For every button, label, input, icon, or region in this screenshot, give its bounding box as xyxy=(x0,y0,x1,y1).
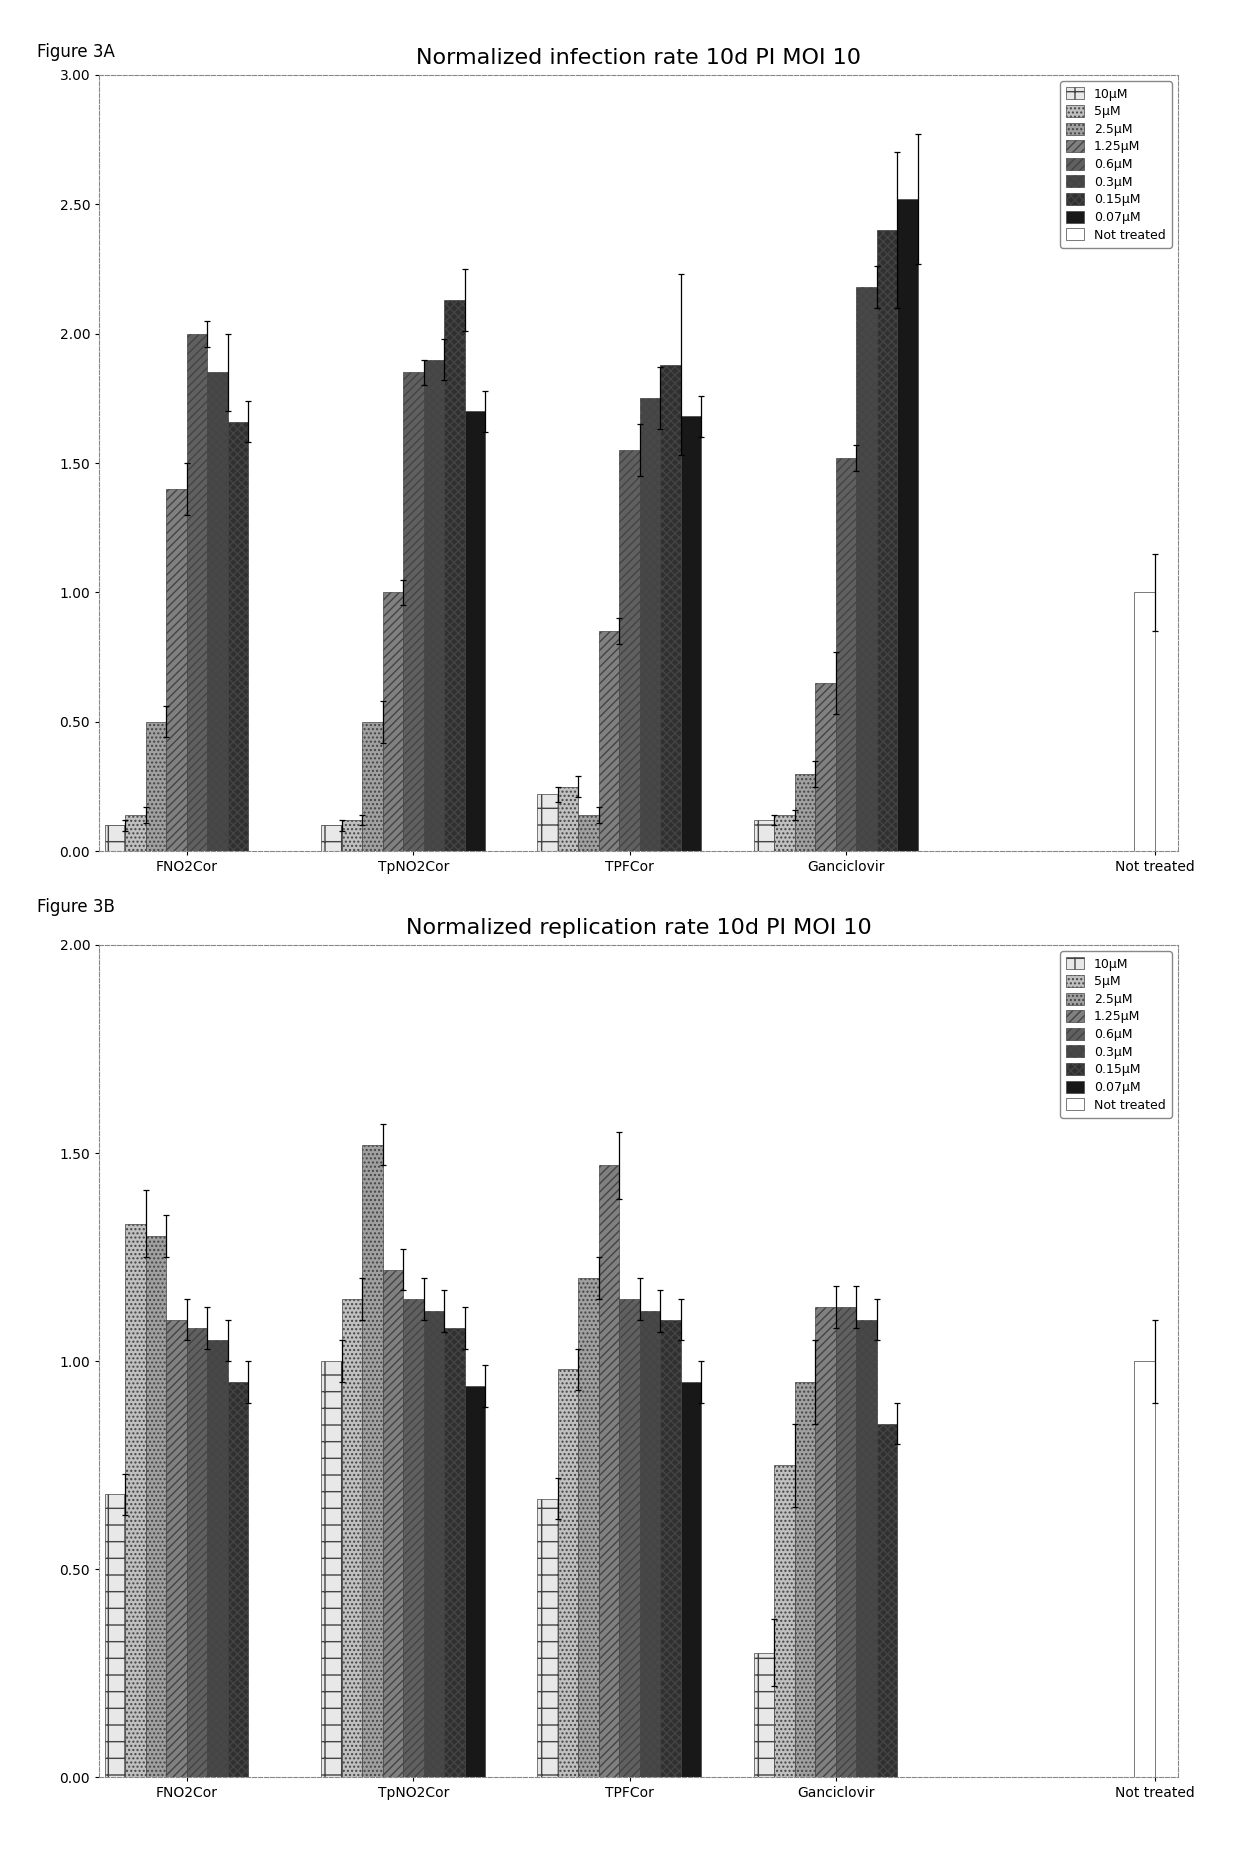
Bar xyxy=(383,1270,403,1777)
Bar xyxy=(795,775,815,851)
Title: Normalized infection rate 10d PI MOI 10: Normalized infection rate 10d PI MOI 10 xyxy=(417,49,861,67)
Bar xyxy=(187,1328,207,1777)
Bar xyxy=(815,1308,836,1777)
Bar xyxy=(836,1308,856,1777)
Bar xyxy=(207,1340,228,1777)
Bar xyxy=(228,421,248,851)
Bar xyxy=(795,1383,815,1777)
Bar xyxy=(321,1362,341,1777)
Bar xyxy=(754,819,774,851)
Bar xyxy=(877,1424,898,1777)
Bar xyxy=(1135,1362,1154,1777)
Legend: 10μM, 5μM, 2.5μM, 1.25μM, 0.6μM, 0.3μM, 0.15μM, 0.07μM, Not treated: 10μM, 5μM, 2.5μM, 1.25μM, 0.6μM, 0.3μM, … xyxy=(1060,80,1172,247)
Bar xyxy=(146,722,166,851)
Bar xyxy=(815,683,836,851)
Bar xyxy=(166,1319,187,1777)
Bar xyxy=(661,1319,681,1777)
Bar xyxy=(620,1298,640,1777)
Bar xyxy=(362,1145,383,1777)
Bar xyxy=(661,365,681,851)
Bar xyxy=(341,1298,362,1777)
Bar xyxy=(321,825,341,851)
Bar xyxy=(207,372,228,851)
Bar xyxy=(187,333,207,851)
Bar xyxy=(640,1312,661,1777)
Bar xyxy=(465,1386,485,1777)
Bar xyxy=(228,1383,248,1777)
Bar xyxy=(125,816,146,851)
Bar xyxy=(681,417,702,851)
Bar xyxy=(620,451,640,851)
Bar xyxy=(104,825,125,851)
Bar xyxy=(599,631,620,851)
Bar xyxy=(537,1499,558,1777)
Bar xyxy=(681,1383,702,1777)
Bar xyxy=(640,399,661,851)
Bar xyxy=(558,1370,578,1777)
Bar xyxy=(877,230,898,851)
Bar xyxy=(1135,593,1154,851)
Bar xyxy=(578,1278,599,1777)
Bar xyxy=(774,1465,795,1777)
Bar xyxy=(856,1319,877,1777)
Bar xyxy=(836,458,856,851)
Text: Figure 3A: Figure 3A xyxy=(37,43,115,62)
Bar xyxy=(537,795,558,851)
Bar xyxy=(341,819,362,851)
Bar xyxy=(166,488,187,851)
Legend: 10μM, 5μM, 2.5μM, 1.25μM, 0.6μM, 0.3μM, 0.15μM, 0.07μM, Not treated: 10μM, 5μM, 2.5μM, 1.25μM, 0.6μM, 0.3μM, … xyxy=(1060,950,1172,1117)
Bar xyxy=(856,286,877,851)
Bar xyxy=(403,372,424,851)
Bar xyxy=(444,1328,465,1777)
Bar xyxy=(898,198,918,851)
Bar xyxy=(424,1312,444,1777)
Bar xyxy=(403,1298,424,1777)
Bar xyxy=(424,359,444,851)
Title: Normalized replication rate 10d PI MOI 10: Normalized replication rate 10d PI MOI 1… xyxy=(405,919,872,937)
Bar xyxy=(558,786,578,851)
Bar xyxy=(444,299,465,851)
Bar xyxy=(774,816,795,851)
Bar xyxy=(754,1652,774,1777)
Bar xyxy=(578,816,599,851)
Bar xyxy=(146,1237,166,1777)
Text: Figure 3B: Figure 3B xyxy=(37,898,115,917)
Bar xyxy=(125,1224,146,1777)
Bar xyxy=(599,1166,620,1777)
Bar xyxy=(362,722,383,851)
Bar xyxy=(383,593,403,851)
Bar xyxy=(465,412,485,851)
Bar xyxy=(104,1495,125,1777)
